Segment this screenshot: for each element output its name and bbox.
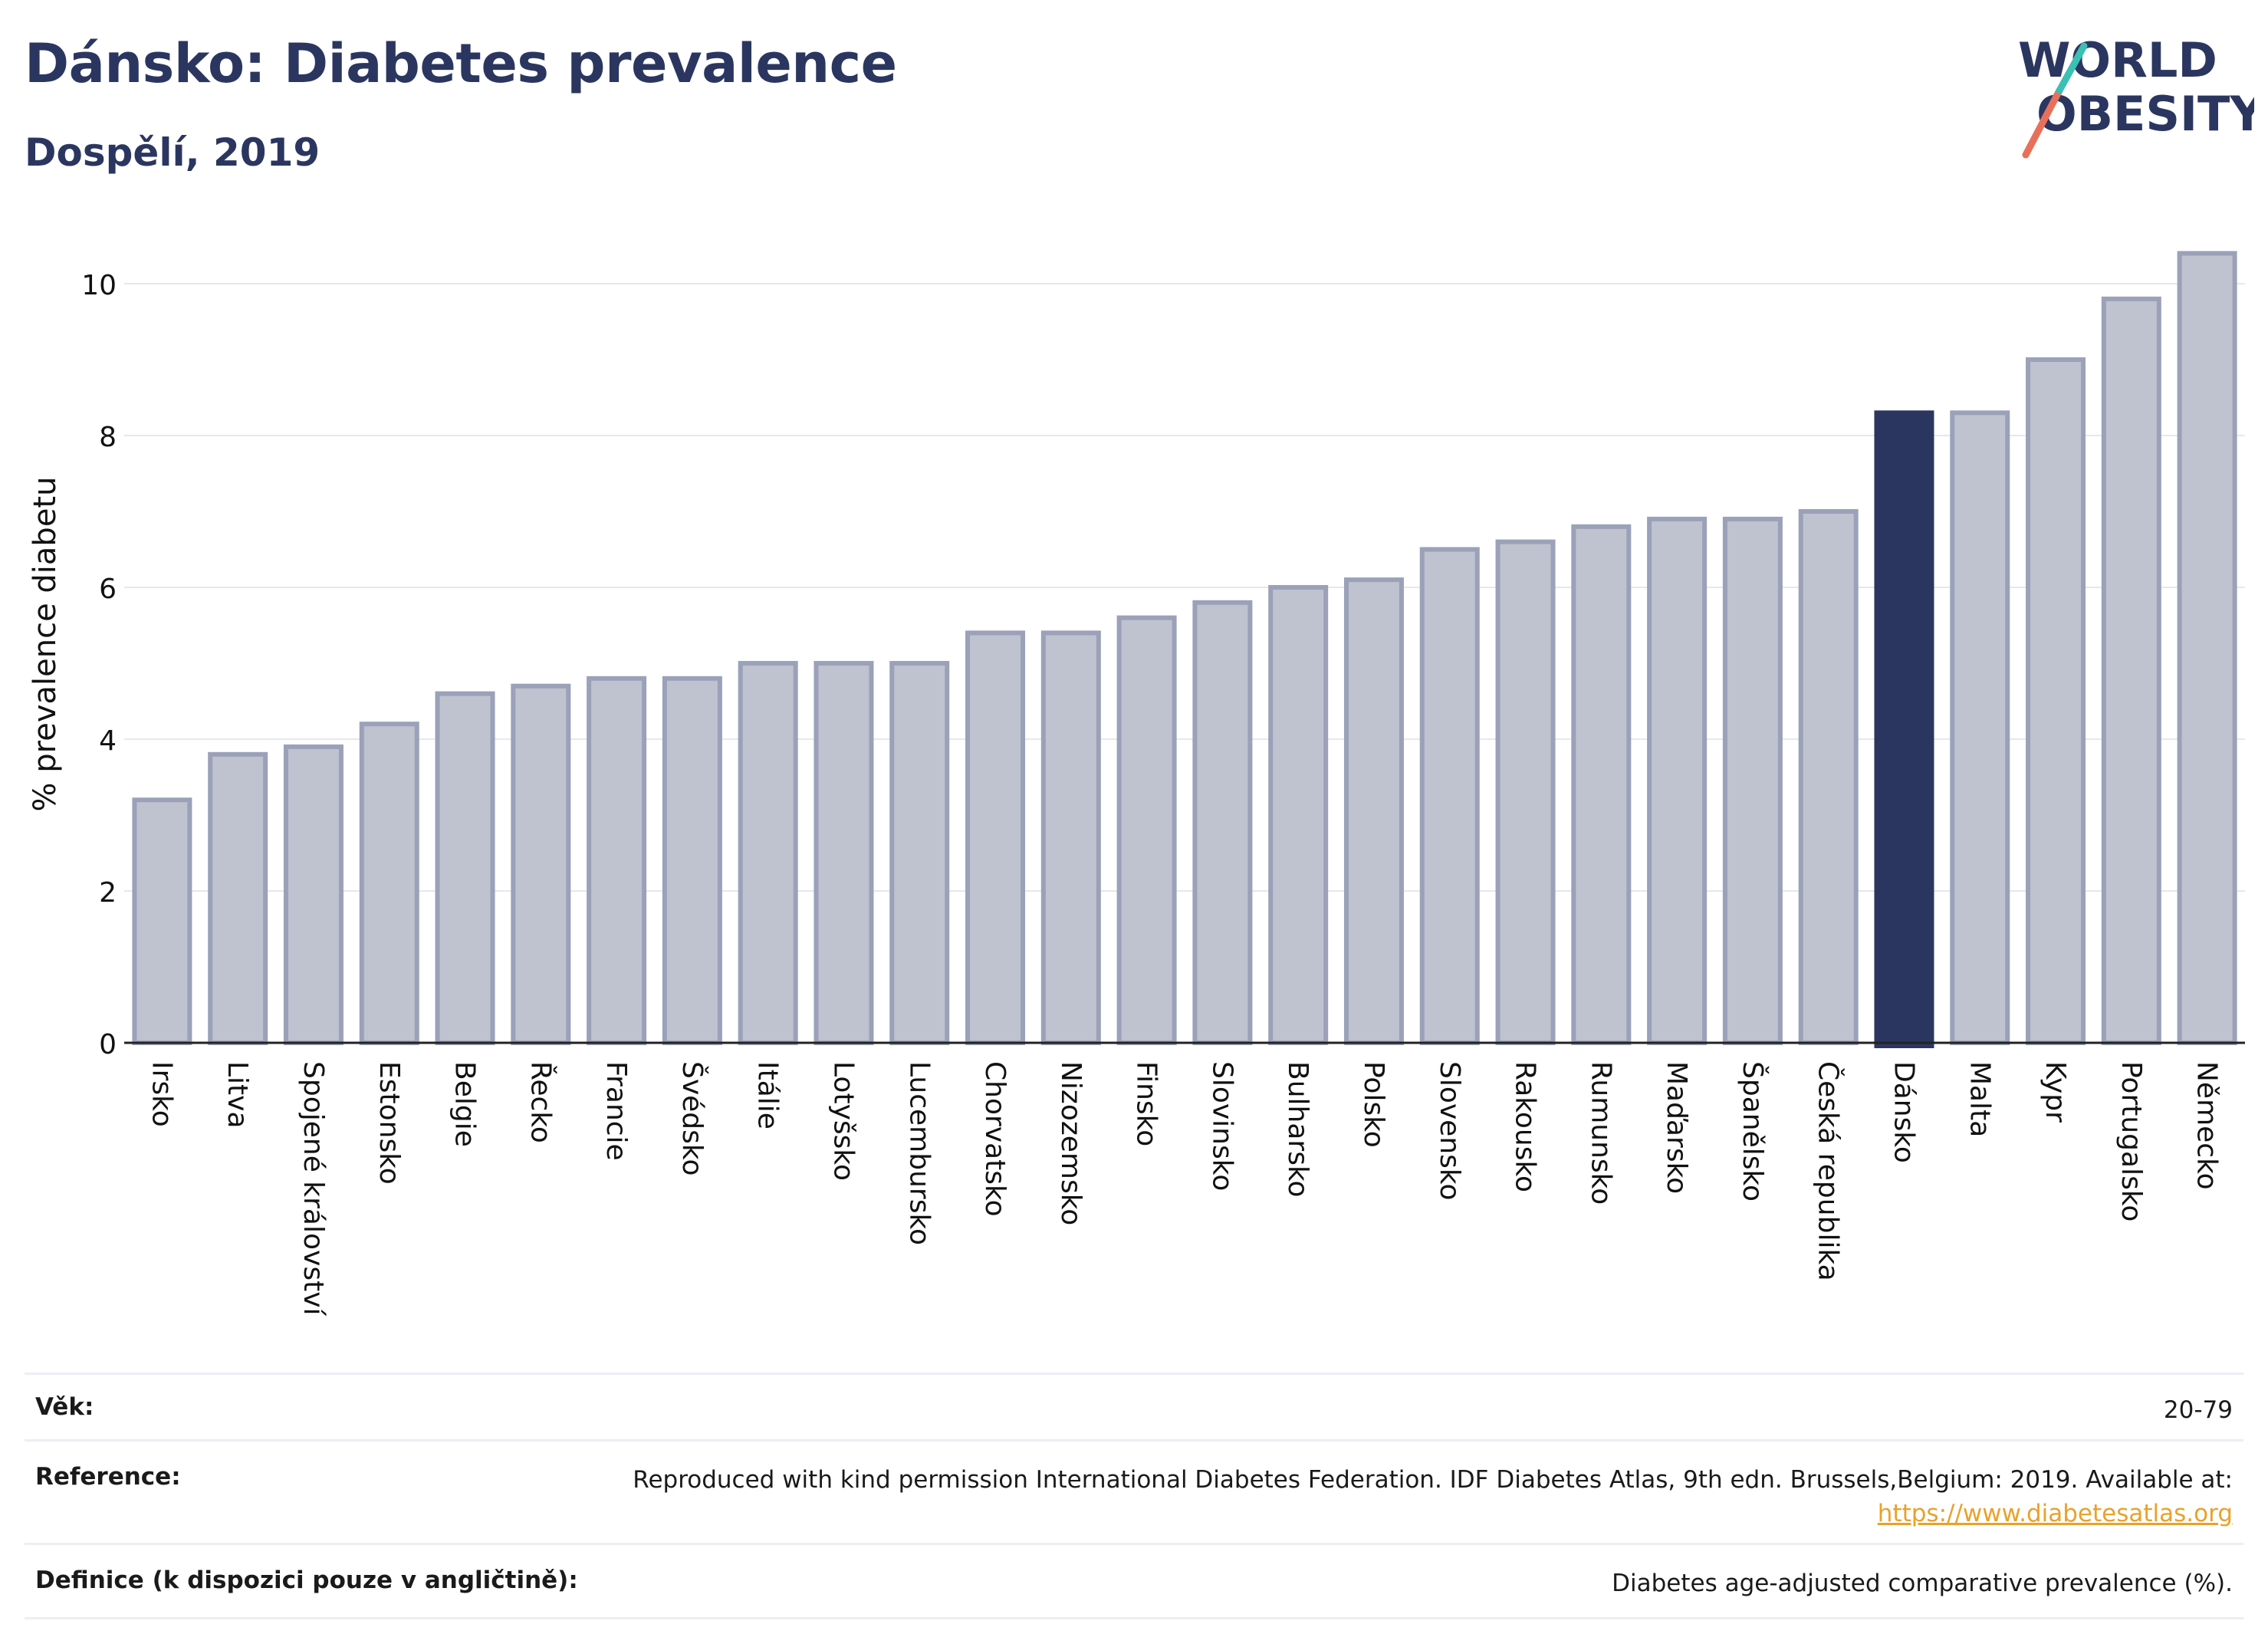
x-tick-label: Česká republika (1813, 1061, 1845, 1281)
x-tick-label: Francie (600, 1061, 632, 1161)
bar-Lucembursko (889, 661, 950, 1045)
bar-Slovensko (1419, 547, 1480, 1045)
world-obesity-logo: WORLD OBESITY (2018, 32, 2254, 159)
bar-Spojené království (283, 744, 343, 1046)
page-subtitle: Dospělí, 2019 (25, 130, 320, 175)
x-tick-label: Řecko (524, 1061, 557, 1143)
info-value-definition: Diabetes age-adjusted comparative preval… (1612, 1570, 2233, 1597)
bar-Itálie (738, 661, 798, 1045)
info-row-definition: Definice (k dispozici pouze v angličtině… (25, 1543, 2243, 1619)
bar-Finsko (1116, 615, 1177, 1045)
bar-Francie (587, 676, 647, 1045)
logo-slash-lower (2022, 87, 2063, 159)
info-row-reference: Reference: Reproduced with kind permissi… (25, 1439, 2243, 1543)
y-tick-label: 8 (99, 422, 117, 453)
bar-Polsko (1343, 577, 1404, 1045)
y-axis-title: % prevalence diabetu (28, 477, 63, 812)
bar-Švédsko (662, 676, 722, 1045)
x-tick-label: Spojené království (297, 1061, 329, 1317)
bar-Irsko (132, 797, 192, 1045)
info-label-definition: Definice (k dispozici pouze v angličtině… (35, 1567, 578, 1594)
info-label-age: Věk: (35, 1393, 94, 1421)
bar-Slovinsko (1192, 600, 1253, 1045)
info-value-reference: Reproduced with kind permission Internat… (633, 1463, 2233, 1530)
bar-Nizozemsko (1040, 630, 1101, 1045)
bar-Česká republika (1798, 509, 1859, 1045)
x-tick-label: Španělsko (1737, 1061, 1769, 1202)
bar-Španělsko (1722, 516, 1783, 1045)
bar-Rakousko (1495, 539, 1556, 1045)
info-label-reference: Reference: (35, 1463, 181, 1491)
x-tick-label: Kypr (2040, 1061, 2071, 1123)
y-tick-label: 0 (99, 1029, 117, 1060)
x-tick-label: Švédsko (676, 1061, 708, 1176)
bar-Maďarsko (1647, 516, 1708, 1045)
reference-text: Reproduced with kind permission Internat… (633, 1466, 2233, 1494)
logo-line-1: WORLD (2018, 32, 2217, 88)
x-tick-label: Německo (2191, 1061, 2223, 1190)
x-tick-label: Finsko (1131, 1061, 1162, 1146)
x-tick-label: Polsko (1358, 1061, 1389, 1148)
bar-Portugalsko (2101, 296, 2161, 1045)
x-tick-label: Rakousko (1510, 1061, 1541, 1192)
x-tick-label: Irsko (146, 1061, 177, 1127)
x-tick-label: Maďarsko (1661, 1061, 1692, 1194)
y-tick-label: 6 (99, 574, 117, 605)
x-tick-label: Slovensko (1434, 1061, 1465, 1201)
bar-chart: 0 2 4 6 8 10 Irsko Litva Spojené království Esto… (28, 251, 2245, 1317)
bar-Řecko (511, 683, 571, 1045)
x-axis-labels: Irsko Litva Spojené království Estonsko Belg… (146, 1061, 2222, 1317)
x-tick-label: Dánsko (1888, 1061, 1919, 1163)
y-tick-label: 4 (99, 725, 117, 757)
bar-Lotyšsko (814, 661, 874, 1045)
y-tick-label: 2 (99, 877, 117, 909)
bar-Dánsko (1874, 410, 1934, 1048)
x-tick-label: Portugalsko (2115, 1061, 2147, 1221)
bar-Estonsko (359, 722, 419, 1045)
bar-Rumunsko (1571, 524, 1632, 1045)
x-tick-label: Belgie (449, 1061, 481, 1147)
page-title: Dánsko: Diabetes prevalence (25, 32, 897, 95)
bars (132, 251, 2237, 1048)
x-tick-label: Lotyšsko (827, 1061, 859, 1181)
x-tick-label: Litva (222, 1061, 253, 1129)
x-tick-label: Malta (1964, 1061, 1995, 1137)
x-tick-label: Nizozemsko (1055, 1061, 1086, 1225)
x-tick-label: Slovinsko (1206, 1061, 1238, 1191)
y-tick-label: 10 (81, 270, 117, 301)
x-tick-label: Chorvatsko (979, 1061, 1011, 1217)
bar-Belgie (435, 691, 495, 1045)
logo-line-2: OBESITY (2036, 86, 2254, 142)
info-table: Věk: 20-79 Reference: Reproduced with ki… (25, 1373, 2243, 1619)
bar-Litva (208, 751, 268, 1045)
info-value-age: 20-79 (2163, 1396, 2233, 1424)
bar-Malta (1950, 410, 2010, 1045)
y-axis-ticks: 0 2 4 6 8 10 (81, 270, 117, 1060)
reference-link[interactable]: https://www.diabetesatlas.org (1877, 1500, 2233, 1527)
logo-slash-upper (2056, 42, 2088, 94)
bar-Kypr (2026, 357, 2086, 1045)
bar-Chorvatsko (965, 630, 1026, 1045)
info-row-age: Věk: 20-79 (25, 1373, 2243, 1439)
bar-Bulharsko (1268, 585, 1329, 1045)
bar-Německo (2177, 251, 2237, 1045)
x-tick-label: Estonsko (373, 1061, 405, 1185)
x-tick-label: Rumunsko (1585, 1061, 1616, 1205)
x-tick-label: Lucembursko (903, 1061, 935, 1245)
x-tick-label: Itálie (752, 1061, 784, 1129)
x-tick-label: Bulharsko (1282, 1061, 1313, 1198)
